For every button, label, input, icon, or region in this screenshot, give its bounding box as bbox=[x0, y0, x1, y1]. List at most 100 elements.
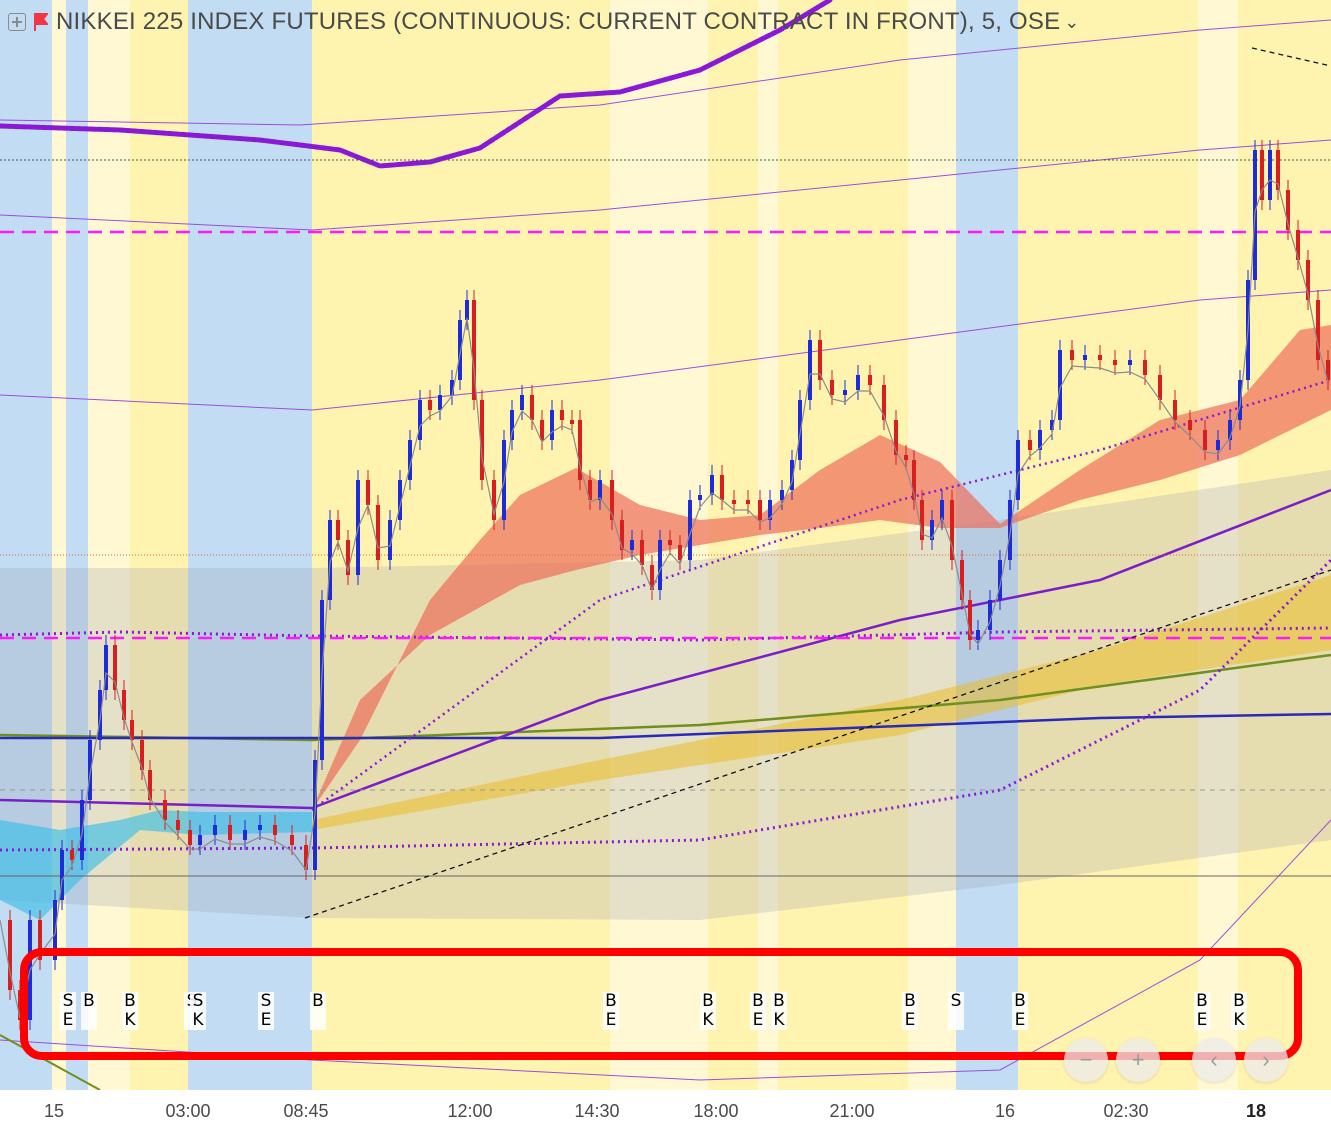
signal-code-bottom: E bbox=[752, 1010, 764, 1030]
candle-body bbox=[1158, 375, 1162, 400]
candle-body bbox=[98, 690, 102, 740]
signal-marker[interactable]: B bbox=[310, 992, 326, 1030]
signal-marker[interactable]: B bbox=[81, 992, 97, 1030]
candle-body bbox=[1286, 190, 1290, 230]
candle-body bbox=[450, 380, 454, 395]
candle-body bbox=[620, 520, 624, 550]
candle-body bbox=[336, 520, 340, 540]
candle-body bbox=[830, 380, 834, 395]
candle-body bbox=[588, 480, 592, 500]
signal-code-bottom: K bbox=[1233, 1010, 1245, 1030]
trendline bbox=[1251, 47, 1331, 67]
candle-body bbox=[472, 300, 476, 400]
chevron-right-icon: › bbox=[1262, 1047, 1270, 1072]
price-chart[interactable] bbox=[0, 0, 1331, 1090]
candle-body bbox=[540, 420, 544, 440]
candle-body bbox=[1058, 350, 1062, 420]
signal-code-top: B bbox=[83, 991, 95, 1011]
candle-body bbox=[650, 565, 654, 590]
candle-body bbox=[894, 420, 898, 455]
candle-body bbox=[1316, 300, 1320, 360]
signal-code-bottom: E bbox=[1014, 1010, 1026, 1030]
plus-square-icon[interactable] bbox=[8, 13, 26, 31]
candle-body bbox=[398, 480, 402, 520]
time-tick-label: 03:00 bbox=[165, 1101, 211, 1121]
candle-body bbox=[530, 395, 534, 420]
candle-body bbox=[366, 480, 370, 505]
candle-body bbox=[960, 560, 964, 600]
candle-body bbox=[988, 600, 992, 630]
envelope-line bbox=[0, 289, 1331, 411]
time-axis[interactable]: 15 03:00 08:45 12:00 14:30 18:00 21:00 16 02:30 1… bbox=[0, 1090, 1331, 1125]
candle-body bbox=[698, 495, 702, 500]
candle-body bbox=[1038, 430, 1042, 450]
session-band bbox=[0, 0, 52, 1090]
plus-icon: + bbox=[1131, 1047, 1145, 1072]
candle-body bbox=[1260, 150, 1264, 200]
candle-body bbox=[560, 410, 564, 420]
time-tick-label: 15 bbox=[43, 1101, 65, 1121]
candle-body bbox=[950, 500, 954, 560]
candle-body bbox=[550, 410, 554, 440]
candle-body bbox=[1203, 430, 1207, 450]
candle-body bbox=[520, 395, 524, 410]
candle-body bbox=[122, 690, 126, 720]
candle-body bbox=[492, 480, 496, 520]
chevron-left-icon: ‹ bbox=[1210, 1047, 1218, 1072]
scroll-right-button[interactable]: › bbox=[1244, 1038, 1288, 1082]
candle-body bbox=[668, 540, 672, 545]
scroll-left-button[interactable]: ‹ bbox=[1192, 1038, 1236, 1082]
zoom-out-button[interactable]: − bbox=[1064, 1038, 1108, 1082]
candle-body bbox=[328, 520, 332, 600]
symbol-title[interactable]: NIKKEI 225 INDEX FUTURES (CONTINUOUS: CU… bbox=[56, 8, 1061, 35]
time-tick-label: 08:45 bbox=[283, 1101, 329, 1121]
session-band bbox=[66, 0, 88, 1090]
chevron-down-icon[interactable]: ⌄ bbox=[1064, 11, 1080, 32]
signal-code-bottom: K bbox=[124, 1010, 136, 1030]
time-tick-label: 18 bbox=[1245, 1101, 1267, 1121]
trendline bbox=[304, 569, 1331, 919]
candle-body bbox=[1016, 440, 1020, 500]
candle-body bbox=[798, 400, 802, 460]
dotted-average bbox=[0, 558, 1331, 852]
zoom-in-button[interactable]: + bbox=[1116, 1038, 1160, 1082]
candle-body bbox=[998, 560, 1002, 600]
candle-body bbox=[808, 340, 812, 400]
session-band bbox=[188, 0, 312, 1090]
sma-blue bbox=[0, 712, 1331, 740]
candle-body bbox=[1306, 260, 1310, 300]
candle-body bbox=[1228, 420, 1232, 440]
signal-code-top: B bbox=[1233, 991, 1245, 1011]
red-flag-icon[interactable] bbox=[34, 13, 48, 31]
signal-marker[interactable]: S bbox=[948, 992, 964, 1030]
cyan-cloud bbox=[0, 810, 312, 920]
candle-body bbox=[882, 385, 886, 420]
candle-body bbox=[920, 500, 924, 540]
candle-body bbox=[930, 520, 934, 540]
candle-body bbox=[710, 475, 714, 495]
candle-body bbox=[88, 740, 92, 800]
time-tick-label: 21:00 bbox=[829, 1101, 875, 1121]
signal-code-top: B bbox=[1014, 991, 1026, 1011]
signal-code-bottom: E bbox=[62, 1010, 74, 1030]
candle-body bbox=[408, 440, 412, 480]
ema-purple-thick bbox=[0, 0, 833, 169]
candle-body bbox=[1128, 360, 1132, 365]
signal-code-top: B bbox=[124, 991, 136, 1011]
candle-body bbox=[458, 320, 462, 380]
envelope-line bbox=[0, 19, 1331, 126]
signal-code-top: B bbox=[773, 991, 785, 1011]
